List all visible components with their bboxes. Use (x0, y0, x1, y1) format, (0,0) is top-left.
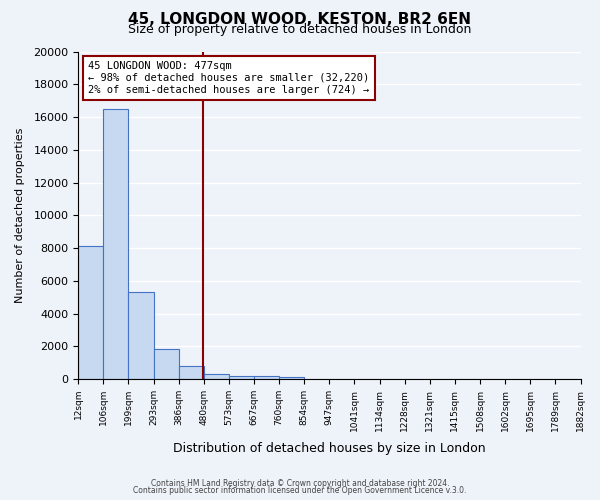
Bar (279, 378, 304, 379)
Text: Contains public sector information licensed under the Open Government Licence v.: Contains public sector information licen… (133, 486, 467, 495)
Text: Size of property relative to detached houses in London: Size of property relative to detached ho… (128, 22, 472, 36)
Bar (128, 292, 154, 379)
Bar (78, 246, 103, 379)
Bar (204, 374, 229, 379)
Bar (229, 376, 254, 379)
Bar (179, 366, 204, 379)
Text: 45, LONGDON WOOD, KESTON, BR2 6EN: 45, LONGDON WOOD, KESTON, BR2 6EN (128, 12, 472, 28)
Y-axis label: Number of detached properties: Number of detached properties (15, 128, 25, 303)
Bar (103, 109, 128, 379)
Bar (154, 348, 179, 379)
X-axis label: Distribution of detached houses by size in London: Distribution of detached houses by size … (173, 442, 485, 455)
Text: Contains HM Land Registry data © Crown copyright and database right 2024.: Contains HM Land Registry data © Crown c… (151, 478, 449, 488)
Text: 45 LONGDON WOOD: 477sqm
← 98% of detached houses are smaller (32,220)
2% of semi: 45 LONGDON WOOD: 477sqm ← 98% of detache… (88, 62, 370, 94)
Bar (254, 376, 279, 379)
